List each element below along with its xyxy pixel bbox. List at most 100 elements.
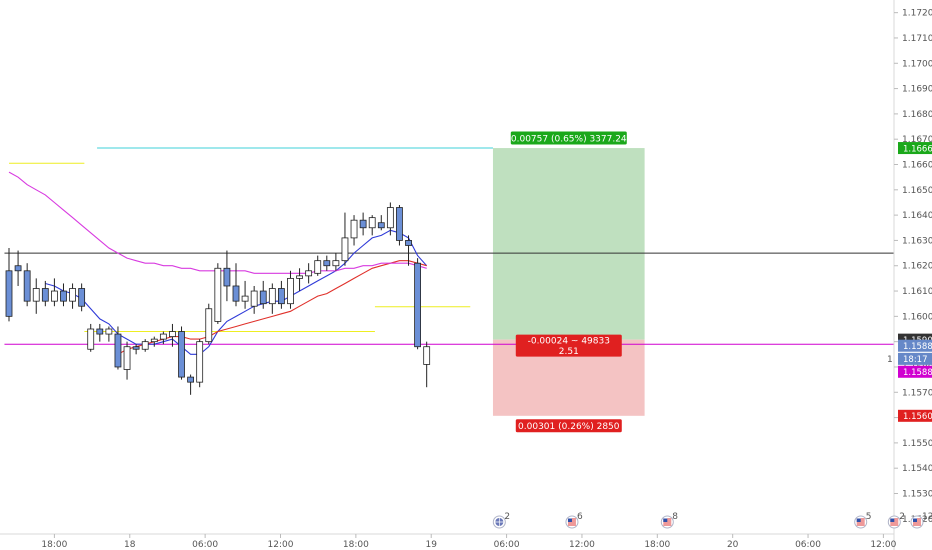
candle [14,250,22,286]
candle-body [150,338,158,343]
candle [314,255,322,276]
time-tick-label: 12:00 [870,540,896,550]
candle [287,270,294,309]
time-axis[interactable]: 18:00 18 06:00 12:00 18:00 19 06:00 12:00 18:00 2… [41,534,932,550]
price-tick-label: 1.16100 [902,287,932,297]
candle-body [350,219,358,239]
candle-body [332,260,340,267]
candle-body [69,288,76,302]
candle [123,341,131,380]
candle-body [250,290,258,307]
flag-stripe [567,522,576,524]
candle [78,283,86,312]
candle-body [232,285,240,302]
us-flag-event-icon: 6 [565,512,583,529]
candle-body [178,331,185,378]
flag-stripe [913,522,921,524]
target-label-bg [510,131,627,145]
candle-body [159,333,167,340]
event-count: 2 [899,512,905,522]
price-tick-label: 1.16800 [902,110,932,120]
time-tick-label: 12:00 [268,540,294,550]
time-tick-label: 19 [425,540,437,550]
candle [23,263,31,307]
flag-stripe [890,524,899,526]
candle [386,202,394,236]
candle [396,204,403,246]
price-tick-label: 1.16200 [902,262,932,272]
candle-body [287,277,294,305]
flag-stripe [856,524,865,526]
candle [150,336,158,347]
candle-body [196,341,204,383]
candle [323,255,331,271]
candle-body [169,331,176,337]
time-tick-label: 20 [727,540,739,550]
candle-body [51,290,58,302]
time-tick-label: 06:00 [795,540,821,550]
price-axis[interactable]: 1.17200 1.17100 1.17000 1.16900 1.16800 1.167… [894,9,932,525]
price-tag-bg [898,365,932,378]
candle-body [78,288,86,307]
candle-body [414,262,422,348]
candle [205,303,213,345]
flag-stripe [913,524,921,526]
candle [196,339,204,388]
candle-body [96,328,104,335]
candle [332,253,340,271]
candle-body [368,217,376,229]
candle-body [259,290,267,305]
candle-body [423,346,431,365]
economic-events: 2 6 8 5 2 12 [492,512,932,529]
candle [141,339,149,352]
price-tick-label: 1.16000 [902,312,932,322]
price-tick-label: 1.16500 [902,186,932,196]
candle [232,263,240,307]
price-tick-label: 1.15300 [902,490,932,500]
price-tag-bg [898,142,932,155]
flag-canton [856,518,861,522]
globe-event-icon: 2 [492,512,510,529]
candle [69,283,76,309]
moving-average-line [45,229,428,355]
time-tick-label: 18:00 [41,540,67,550]
price-tick-label: 1.17000 [902,59,932,69]
candle-body [32,288,40,302]
candle [350,215,358,246]
candle [178,326,185,380]
event-count: 8 [672,512,678,522]
time-tick-label: 06:00 [494,540,520,550]
candle [359,212,367,236]
flag-canton [663,518,668,522]
price-tick-label: 1.15700 [902,388,932,398]
price-tick-label: 1.17200 [902,9,932,19]
price-tick-label: 1.17100 [902,34,932,44]
event-count: 5 [866,512,872,522]
candle [241,280,249,309]
candle [268,283,276,314]
entry-label-text: -0.00024 ~ 49833 [528,337,610,347]
event-count: 12 [922,512,932,522]
candle-body [241,295,249,302]
us-flag-event-icon: 12 [910,512,932,529]
candle [259,280,267,309]
event-count: 2 [504,512,510,522]
candle-body [214,267,222,322]
candle [368,215,376,236]
event-count: 6 [577,512,583,522]
candle-body [305,270,313,277]
globe-grid [495,518,504,526]
candle-body [277,288,285,305]
price-tag-text: 18:17 [903,355,928,365]
candle [105,326,113,342]
moving-averages [8,171,428,355]
candle-body [105,328,113,335]
candle [277,280,285,309]
candle [51,278,58,307]
candle-body [14,265,22,272]
candle [250,285,258,314]
moving-average-line [117,260,427,355]
